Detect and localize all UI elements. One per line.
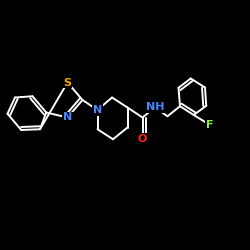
Text: N: N — [93, 105, 102, 115]
Text: NH: NH — [146, 102, 164, 113]
Text: N: N — [63, 112, 72, 122]
Text: O: O — [138, 134, 147, 144]
Text: S: S — [64, 78, 72, 88]
Text: F: F — [206, 120, 214, 130]
